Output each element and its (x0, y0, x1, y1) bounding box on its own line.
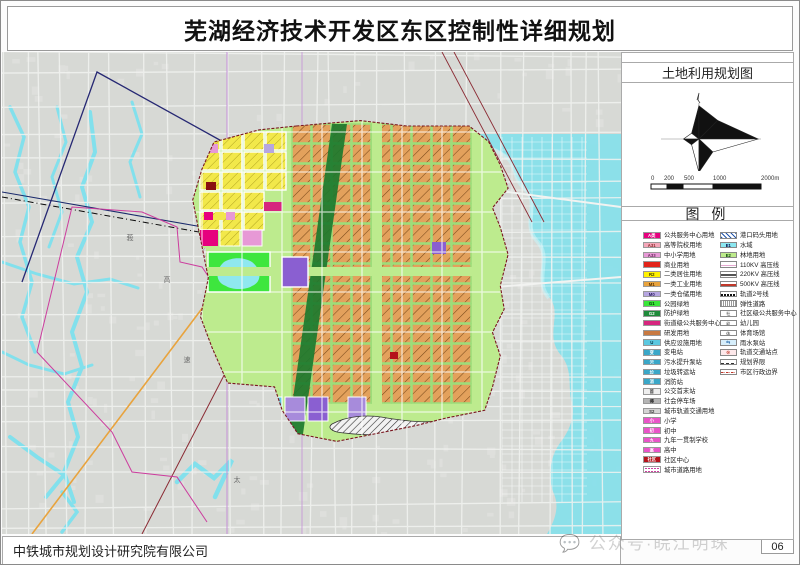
svg-text:0: 0 (651, 176, 655, 182)
svg-text:2000m: 2000m (761, 176, 779, 182)
svg-text:1000: 1000 (713, 176, 727, 182)
svg-text:高: 高 (164, 275, 171, 284)
svg-text:太: 太 (234, 475, 241, 484)
svg-text:速: 速 (184, 356, 191, 364)
svg-text:莪: 莪 (127, 233, 134, 242)
svg-text:200: 200 (664, 176, 675, 182)
svg-text:500: 500 (684, 176, 695, 182)
